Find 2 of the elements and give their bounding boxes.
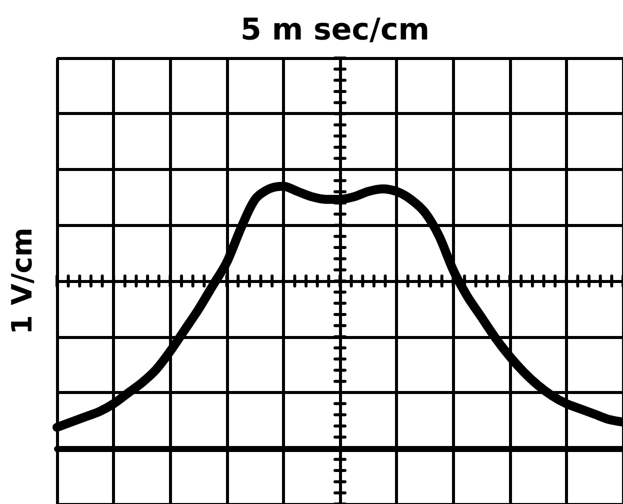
x-axis-title: 5 m sec/cm (240, 12, 430, 48)
y-axis-title: 1 V/cm (6, 228, 38, 334)
